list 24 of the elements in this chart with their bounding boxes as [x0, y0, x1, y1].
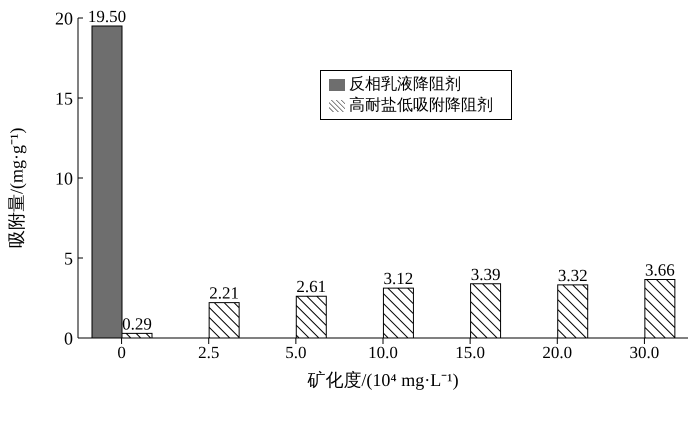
- y-tick-label: 5: [64, 248, 73, 268]
- x-tick-label: 30.0: [630, 343, 660, 362]
- data-label: 2.21: [209, 284, 240, 303]
- data-label: 0.29: [122, 314, 152, 334]
- data-label: 2.61: [296, 277, 326, 296]
- data-label: 3.66: [644, 260, 675, 280]
- x-tick-label: 5.0: [285, 343, 306, 362]
- y-tick-label: 15: [55, 88, 73, 108]
- data-label: 3.12: [384, 269, 414, 288]
- x-tick-label: 10.0: [368, 343, 398, 362]
- x-tick-label: 2.5: [198, 343, 220, 362]
- data-label: 19.50: [88, 7, 126, 26]
- y-tick-label: 0: [64, 328, 73, 348]
- legend-label: 高耐盐低吸附降阻剂: [349, 97, 493, 114]
- y-tick-label: 10: [55, 168, 73, 188]
- x-tick-label: 15.0: [455, 343, 486, 362]
- y-tick-label: 20: [55, 8, 73, 28]
- y-axis-title: 吸附量/(mg·g⁻¹): [6, 128, 26, 248]
- data-label: 3.39: [470, 264, 500, 284]
- data-label: 3.32: [558, 266, 588, 285]
- x-tick-label: 0: [117, 343, 126, 362]
- x-axis-title: 矿化度/(10⁴ mg·L⁻¹): [306, 370, 459, 390]
- x-tick-label: 20.0: [542, 343, 572, 362]
- legend-label: 反相乳液降阻剂: [349, 76, 461, 93]
